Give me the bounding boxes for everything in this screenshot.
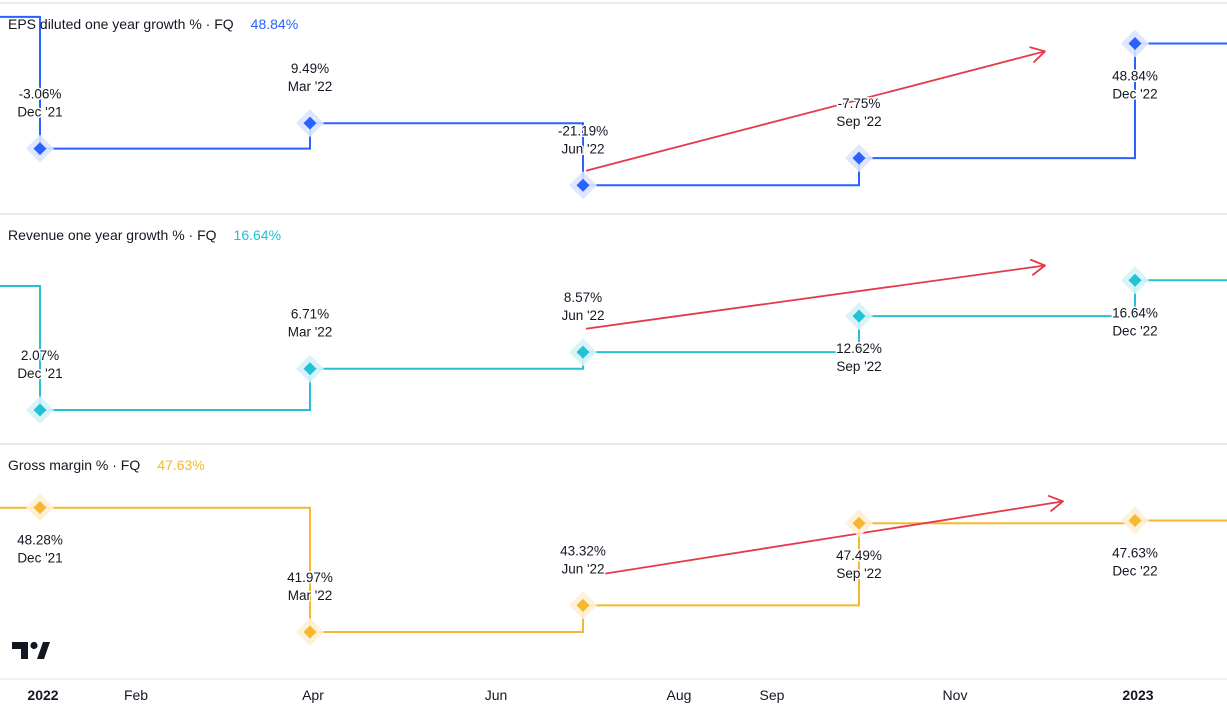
data-label-period: Mar '22: [288, 325, 333, 340]
series-line-eps: [0, 15, 1227, 187]
series-line-gross_margin: [0, 506, 1227, 633]
data-point[interactable]: 16.64% Dec '22: [1111, 266, 1159, 340]
data-point[interactable]: 2.07% Dec '21: [16, 347, 64, 425]
data-point[interactable]: 41.97% Mar '22: [286, 568, 334, 646]
data-label-value: 6.71%: [291, 307, 329, 322]
pane-revenue[interactable]: 2.07% Dec '21 6.71% Mar '22 8.57% Jun '22 12.6…: [0, 213, 1227, 425]
pane-current-value: 47.63%: [157, 457, 204, 473]
data-label-value: -21.19%: [558, 123, 608, 138]
data-point[interactable]: -7.75% Sep '22: [835, 95, 883, 173]
data-label-value: 41.97%: [287, 570, 333, 585]
tradingview-logo[interactable]: [12, 641, 50, 659]
data-point-marker[interactable]: [303, 116, 317, 130]
pane-title: Revenue one year growth % · FQ: [8, 227, 217, 243]
data-label-period: Mar '22: [288, 79, 333, 94]
x-tick-label: Jun: [485, 687, 508, 703]
pane-title: Gross margin % · FQ: [8, 457, 140, 473]
trend-arrow-head[interactable]: [1047, 494, 1064, 513]
trend-arrow-line[interactable]: [600, 500, 1064, 576]
panes-layer: -3.06%Dec '219.49%Mar '22-21.19%Jun '22-…: [0, 2, 1227, 646]
x-tick-label: Aug: [667, 687, 692, 703]
data-point[interactable]: 48.28% Dec '21: [16, 493, 64, 567]
pane-current-value: 48.84%: [251, 16, 298, 32]
logo-mark-slash: [37, 642, 50, 659]
logo-mark-bar: [12, 642, 28, 659]
data-point-marker[interactable]: [33, 142, 47, 156]
data-label-period: Sep '22: [836, 114, 881, 129]
series-line-revenue: [0, 279, 1227, 411]
data-point-marker[interactable]: [1128, 37, 1142, 51]
trend-arrow-line[interactable]: [585, 50, 1046, 172]
data-point[interactable]: 9.49% Mar '22: [286, 60, 334, 138]
data-label-value: 48.84%: [1112, 69, 1158, 84]
data-point[interactable]: 12.62% Sep '22: [835, 302, 883, 376]
data-label-period: Jun '22: [561, 141, 604, 156]
data-label-value: 43.32%: [560, 543, 606, 558]
pane-legend[interactable]: Revenue one year growth % · FQ 16.64%: [8, 227, 281, 243]
data-point[interactable]: 8.57% Jun '22: [560, 289, 606, 367]
data-point[interactable]: 48.84% Dec '22: [1111, 29, 1159, 103]
data-label-value: -3.06%: [19, 87, 62, 102]
trend-arrow-line[interactable]: [585, 264, 1046, 330]
data-label-period: Dec '22: [1112, 323, 1157, 338]
data-label-period: Dec '22: [1112, 87, 1157, 102]
data-point-marker[interactable]: [1128, 273, 1142, 287]
data-point-marker[interactable]: [576, 598, 590, 612]
pane-legend[interactable]: EPS diluted one year growth % · FQ 48.84%: [8, 16, 298, 32]
time-axis: 2022 Feb Apr Jun Aug Sep Nov 2023: [0, 678, 1227, 703]
x-tick-label: Apr: [302, 687, 324, 703]
data-label-value: 9.49%: [291, 61, 329, 76]
data-label-value: 48.28%: [17, 533, 63, 548]
trend-arrow[interactable]: [585, 258, 1046, 330]
data-label-period: Mar '22: [288, 588, 333, 603]
data-label-period: Dec '22: [1112, 563, 1157, 578]
data-label-period: Sep '22: [836, 566, 881, 581]
x-tick-label: 2022: [27, 687, 58, 703]
data-label-period: Dec '21: [17, 551, 62, 566]
data-label-value: -7.75%: [838, 96, 881, 111]
x-tick-label: 2023: [1122, 687, 1153, 703]
trend-arrow[interactable]: [600, 494, 1064, 576]
trend-arrow[interactable]: [585, 46, 1046, 172]
x-tick-label: Feb: [124, 687, 148, 703]
data-point[interactable]: -3.06% Dec '21: [16, 85, 64, 163]
data-label-value: 12.62%: [836, 341, 882, 356]
data-point-marker[interactable]: [852, 516, 866, 530]
data-label-value: 47.63%: [1112, 545, 1158, 560]
data-point[interactable]: -21.19% Jun '22: [556, 122, 610, 200]
data-point-marker[interactable]: [303, 362, 317, 376]
data-point[interactable]: 47.63% Dec '22: [1111, 506, 1159, 580]
pane-legend[interactable]: Gross margin % · FQ 47.63%: [8, 457, 205, 473]
pane-current-value: 16.64%: [234, 227, 281, 243]
data-point-marker[interactable]: [1128, 513, 1142, 527]
trend-arrow-head[interactable]: [1029, 46, 1046, 64]
data-label-value: 2.07%: [21, 348, 59, 363]
data-label-value: 47.49%: [836, 548, 882, 563]
data-point[interactable]: 47.49% Sep '22: [835, 509, 883, 583]
data-point-marker[interactable]: [576, 345, 590, 359]
data-label-value: 16.64%: [1112, 305, 1158, 320]
data-label-value: 8.57%: [564, 290, 602, 305]
data-point[interactable]: 6.71% Mar '22: [286, 305, 334, 383]
data-label-period: Dec '21: [17, 105, 62, 120]
data-point-marker[interactable]: [576, 178, 590, 192]
data-point-marker[interactable]: [852, 309, 866, 323]
x-tick-label: Sep: [760, 687, 785, 703]
pane-eps[interactable]: -3.06%Dec '219.49%Mar '22-21.19%Jun '22-…: [0, 2, 1227, 200]
data-label-period: Jun '22: [561, 561, 604, 576]
data-point-marker[interactable]: [33, 501, 47, 515]
data-label-period: Sep '22: [836, 359, 881, 374]
x-tick-label: Nov: [943, 687, 968, 703]
data-point[interactable]: 43.32% Jun '22: [559, 542, 607, 620]
trend-arrow-head[interactable]: [1029, 258, 1046, 276]
data-label-period: Dec '21: [17, 366, 62, 381]
data-point-marker[interactable]: [33, 403, 47, 417]
pane-title: EPS diluted one year growth % · FQ: [8, 16, 234, 32]
data-point-marker[interactable]: [303, 625, 317, 639]
logo-mark-dot: [30, 641, 38, 650]
data-label-period: Jun '22: [561, 308, 604, 323]
data-point-marker[interactable]: [852, 151, 866, 165]
